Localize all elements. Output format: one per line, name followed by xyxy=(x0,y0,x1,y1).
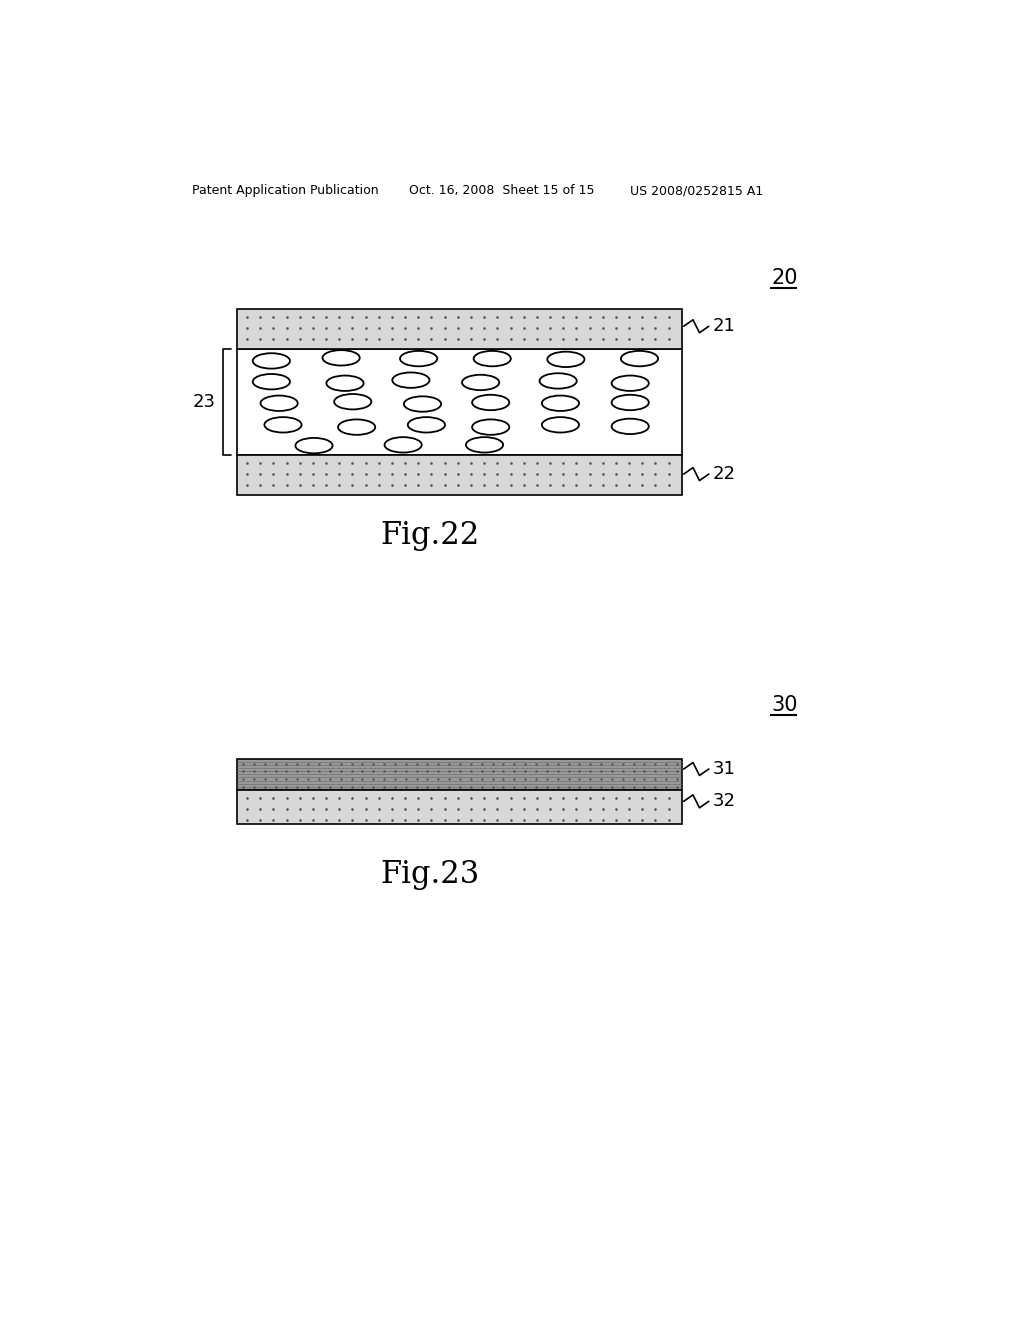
Text: 32: 32 xyxy=(713,792,735,810)
Text: 31: 31 xyxy=(713,760,735,777)
Ellipse shape xyxy=(264,417,302,433)
Ellipse shape xyxy=(611,418,649,434)
Ellipse shape xyxy=(472,420,509,434)
Ellipse shape xyxy=(323,350,359,366)
Ellipse shape xyxy=(295,438,333,453)
Ellipse shape xyxy=(542,417,579,433)
Ellipse shape xyxy=(260,396,298,411)
Ellipse shape xyxy=(392,372,429,388)
Ellipse shape xyxy=(253,354,290,368)
Text: 30: 30 xyxy=(771,696,798,715)
Ellipse shape xyxy=(253,374,290,389)
Text: US 2008/0252815 A1: US 2008/0252815 A1 xyxy=(630,185,764,197)
Ellipse shape xyxy=(472,395,509,411)
Ellipse shape xyxy=(474,351,511,367)
Bar xyxy=(237,309,682,348)
Ellipse shape xyxy=(327,375,364,391)
Ellipse shape xyxy=(400,351,437,367)
Ellipse shape xyxy=(547,351,585,367)
Bar xyxy=(237,348,682,455)
Ellipse shape xyxy=(462,375,500,391)
Ellipse shape xyxy=(540,374,577,388)
Ellipse shape xyxy=(338,420,375,434)
Ellipse shape xyxy=(611,375,649,391)
Bar xyxy=(237,455,682,495)
Text: 22: 22 xyxy=(713,465,735,483)
Text: Fig.22: Fig.22 xyxy=(381,520,480,552)
Bar xyxy=(237,759,682,789)
Bar xyxy=(237,789,682,824)
Ellipse shape xyxy=(542,396,579,411)
Ellipse shape xyxy=(466,437,503,453)
Text: 21: 21 xyxy=(713,317,735,335)
Text: 23: 23 xyxy=(193,393,215,411)
Text: 20: 20 xyxy=(771,268,798,288)
Ellipse shape xyxy=(611,395,649,411)
Ellipse shape xyxy=(334,393,372,409)
Ellipse shape xyxy=(621,351,658,367)
Text: Patent Application Publication: Patent Application Publication xyxy=(191,185,378,197)
Text: Fig.23: Fig.23 xyxy=(381,859,480,890)
Text: Oct. 16, 2008  Sheet 15 of 15: Oct. 16, 2008 Sheet 15 of 15 xyxy=(410,185,595,197)
Ellipse shape xyxy=(403,396,441,412)
Ellipse shape xyxy=(385,437,422,453)
Ellipse shape xyxy=(408,417,445,433)
